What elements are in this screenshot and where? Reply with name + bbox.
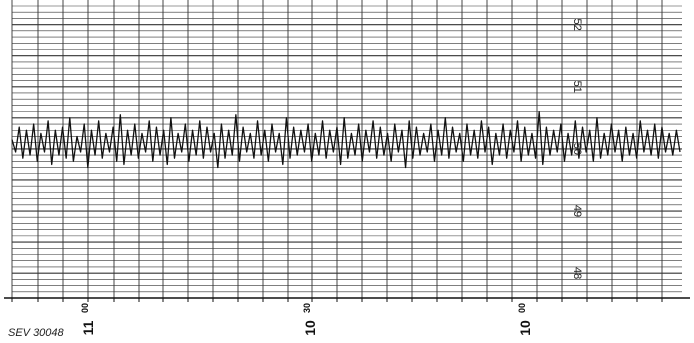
time-tick-label: 10 30 (302, 303, 318, 336)
frequency-tick-label: 49 (571, 205, 583, 217)
trace-line (11, 110, 681, 169)
time-tick-label: 10 00 (517, 303, 533, 336)
time-minutes: 00 (517, 303, 527, 313)
time-tick-label: 11 00 (80, 303, 96, 335)
frequency-tick-label: 50 (571, 143, 583, 155)
time-labels: 11 00 10 30 10 00 (80, 303, 533, 336)
frequency-tick-label: 48 (571, 267, 583, 279)
time-hour: 10 (302, 320, 318, 336)
time-hour: 11 (80, 320, 96, 335)
time-minutes: 00 (80, 303, 90, 313)
frequency-tick-label: 51 (571, 81, 583, 93)
frequency-scale: 52 51 50 49 48 (571, 18, 583, 279)
time-axis (4, 297, 690, 302)
reference-number: SEV 30048 (8, 327, 65, 339)
frequency-tick-label: 52 (571, 18, 583, 30)
time-hour: 10 (517, 320, 533, 336)
frequency-trace (11, 110, 681, 169)
time-minutes: 30 (302, 303, 312, 313)
